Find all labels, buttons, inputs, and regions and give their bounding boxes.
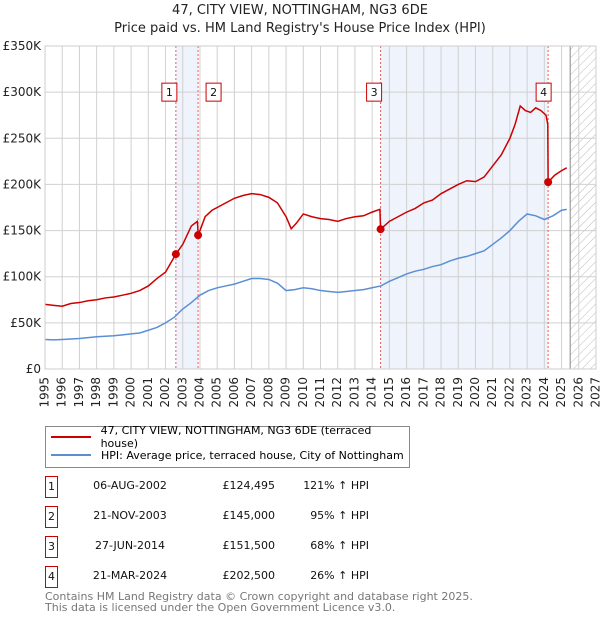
sale-marker-number: 2 — [210, 86, 217, 99]
legend-swatch-red — [51, 436, 91, 438]
sale-marker-number: 3 — [371, 86, 378, 99]
sale-marker-label: 4 — [535, 82, 552, 102]
sale-point — [171, 250, 180, 259]
y-tick-label: £150K — [3, 224, 43, 238]
sale-row: 3 27-JUN-2014 £151,500 68% ↑ HPI — [45, 536, 565, 558]
x-tick-label: 2008 — [261, 377, 275, 408]
x-tick-label: 2024 — [537, 377, 551, 408]
x-tick-label: 2018 — [434, 377, 448, 408]
x-tick-label: 2016 — [399, 377, 413, 408]
sale-price: £202,500 — [222, 569, 276, 582]
x-tick-label: 2004 — [192, 377, 206, 408]
x-tick-label: 2021 — [485, 377, 499, 408]
shaded-range — [380, 46, 549, 369]
legend-item-hpi: HPI: Average price, terraced house, City… — [51, 447, 404, 463]
y-tick-label: £300K — [3, 85, 43, 99]
y-tick-label: £250K — [3, 131, 43, 145]
legend-label: 47, CITY VIEW, NOTTINGHAM, NG3 6DE (terr… — [100, 424, 372, 450]
sale-price: £145,000 — [222, 509, 276, 522]
x-tick-label: 2002 — [158, 377, 172, 408]
x-tick-label: 2005 — [210, 377, 224, 408]
x-tick-label: 2007 — [244, 377, 258, 408]
sale-price: £151,500 — [222, 539, 276, 552]
y-tick-label: £350K — [3, 39, 43, 53]
chart-title: 47, CITY VIEW, NOTTINGHAM, NG3 6DE — [172, 3, 428, 18]
x-tick-label: 2011 — [313, 377, 327, 408]
sale-date: 21-NOV-2003 — [93, 509, 167, 522]
x-tick-label: 1998 — [89, 377, 103, 408]
sale-date: 21-MAR-2024 — [92, 569, 168, 582]
sale-point — [376, 225, 385, 234]
sale-marker-number: 1 — [166, 86, 173, 99]
sale-row: 1 06-AUG-2002 £124,495 121% ↑ HPI — [45, 476, 565, 498]
x-tick-label: 1999 — [106, 377, 120, 408]
forecast-hatch — [570, 46, 596, 369]
sale-marker-label: 3 — [366, 82, 383, 102]
plot-border — [44, 45, 597, 370]
y-tick-label: £0 — [26, 362, 41, 376]
shaded-range — [175, 46, 199, 369]
sale-price: £124,495 — [222, 479, 276, 492]
x-tick-label: 2023 — [520, 377, 534, 408]
sale-marker-badge: 3 — [45, 536, 58, 558]
sale-hpi-change: 68% ↑ HPI — [310, 539, 369, 552]
x-tick-label: 2019 — [451, 377, 465, 408]
x-tick-label: 2001 — [141, 377, 155, 408]
x-tick-label: 2015 — [382, 377, 396, 408]
sale-marker-badge: 2 — [45, 506, 58, 528]
sale-date: 27-JUN-2014 — [94, 539, 166, 552]
x-tick-label: 2013 — [347, 377, 361, 408]
x-tick-label: 1995 — [38, 377, 52, 408]
sale-marker-box — [366, 82, 383, 102]
y-tick-label: £200K — [3, 177, 43, 191]
x-tick-label: 2022 — [502, 377, 516, 408]
sale-hpi-change: 121% ↑ HPI — [303, 479, 369, 492]
plot-area: 1995 1996 1997 1998 1999 2000 2001 2002 2003 2004… — [3, 39, 600, 408]
x-tick-label: 2027 — [589, 377, 600, 408]
sale-row: 4 21-MAR-2024 £202,500 26% ↑ HPI — [45, 566, 565, 588]
legend-swatch-blue — [51, 454, 91, 456]
chart-subtitle: Price paid vs. HM Land Registry's House … — [114, 21, 486, 36]
legend-label: HPI: Average price, terraced house, City… — [101, 448, 404, 462]
x-tick-label: 2000 — [124, 377, 138, 408]
sale-marker-label: 2 — [205, 82, 222, 102]
x-tick-label: 2010 — [296, 377, 310, 408]
x-tick-label: 2014 — [365, 377, 379, 408]
sale-marker-badge: 4 — [45, 566, 58, 588]
x-tick-label: 2009 — [279, 377, 293, 408]
sale-hpi-change: 26% ↑ HPI — [310, 569, 369, 582]
x-tick-label: 2003 — [175, 377, 189, 408]
x-tick-label: 1996 — [55, 377, 69, 408]
sale-marker-box — [205, 82, 222, 102]
footer-line: This data is licensed under the Open Gov… — [45, 601, 396, 614]
series-line — [44, 104, 568, 308]
x-tick-label: 2012 — [330, 377, 344, 408]
y-tick-label: £50K — [10, 316, 42, 330]
x-tick-label: 2006 — [227, 377, 241, 408]
x-tick-label: 2025 — [554, 377, 568, 408]
sale-point — [194, 231, 203, 240]
y-tick-label: £100K — [3, 270, 43, 284]
sale-marker-badge: 1 — [45, 476, 58, 498]
sale-marker-box — [161, 82, 178, 102]
sale-hpi-change: 95% ↑ HPI — [310, 509, 369, 522]
sale-row: 2 21-NOV-2003 £145,000 95% ↑ HPI — [45, 506, 565, 528]
footer-line: Contains HM Land Registry data © Crown c… — [45, 590, 473, 603]
footer: Contains HM Land Registry data © Crown c… — [45, 591, 473, 613]
x-tick-label: 2020 — [468, 377, 482, 408]
legend: 47, CITY VIEW, NOTTINGHAM, NG3 6DE (terr… — [45, 424, 410, 468]
legend-item-property: 47, CITY VIEW, NOTTINGHAM, NG3 6DE (terr… — [51, 424, 409, 450]
x-tick-label: 2017 — [416, 377, 430, 408]
x-tick-label: 1997 — [72, 377, 86, 408]
x-tick-label: 2026 — [571, 377, 585, 408]
sale-marker-number: 4 — [540, 86, 547, 99]
series-line — [44, 208, 567, 341]
sale-point — [544, 178, 553, 187]
sale-date: 06-AUG-2002 — [93, 479, 167, 492]
sale-marker-label: 1 — [161, 82, 178, 102]
sale-marker-box — [535, 82, 552, 102]
